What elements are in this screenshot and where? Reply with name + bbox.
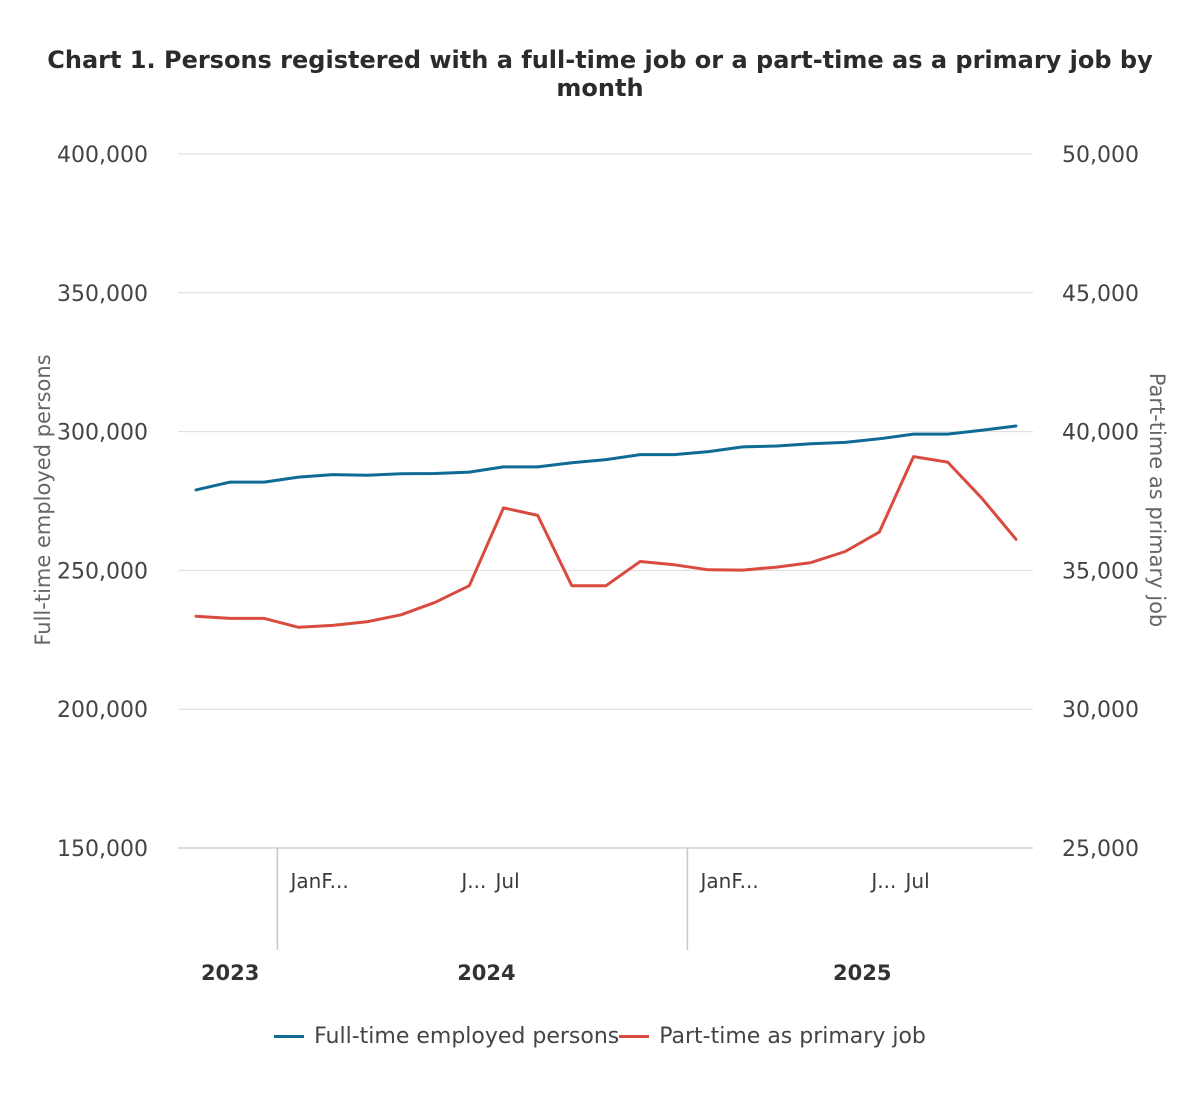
right-tick-label: 30,000 bbox=[1062, 698, 1139, 723]
left-tick-label: 400,000 bbox=[57, 143, 148, 168]
right-tick-label: 40,000 bbox=[1062, 421, 1139, 446]
left-tick-label: 150,000 bbox=[57, 837, 148, 862]
right-tick-label: 35,000 bbox=[1062, 559, 1139, 584]
legend-item-part-time[interactable]: Part-time as primary job bbox=[619, 1024, 926, 1049]
left-tick-label: 300,000 bbox=[57, 421, 148, 446]
gridlines bbox=[178, 153, 1033, 849]
x-tick-label: Jul bbox=[494, 869, 520, 893]
part-time-line bbox=[194, 455, 1018, 629]
legend-label-part-time: Part-time as primary job bbox=[659, 1024, 926, 1049]
year-label: 2024 bbox=[457, 961, 515, 985]
right-tick-label: 25,000 bbox=[1062, 837, 1139, 862]
x-tick-label: J... bbox=[459, 869, 486, 893]
legend-item-full-time[interactable]: Full-time employed persons bbox=[274, 1024, 619, 1049]
legend-swatch-full-time bbox=[274, 1035, 305, 1038]
full-time-line bbox=[194, 424, 1018, 492]
chart-title: Chart 1. Persons registered with a full-… bbox=[47, 46, 1153, 102]
year-label: 2023 bbox=[201, 961, 259, 985]
left-axis-ticks: 400,000 350,000 300,000 250,000 200,000 150,0… bbox=[57, 143, 148, 862]
legend: Full-time employed persons Part-time as … bbox=[0, 1024, 1200, 1049]
x-tick-label: JanF... bbox=[289, 869, 349, 893]
x-tick-label: JanF... bbox=[699, 869, 759, 893]
year-label: 2025 bbox=[833, 961, 891, 985]
x-tick-label: Jul bbox=[904, 869, 930, 893]
left-tick-label: 350,000 bbox=[57, 282, 148, 307]
x-axis: JanF... J... Jul JanF... J... Jul 2023 2024 2025 bbox=[201, 848, 930, 985]
right-tick-label: 50,000 bbox=[1062, 143, 1139, 168]
legend-swatch-part-time bbox=[619, 1035, 650, 1038]
line-chart: 400,000 350,000 300,000 250,000 200,000 150,0… bbox=[31, 143, 1169, 985]
left-tick-label: 250,000 bbox=[57, 559, 148, 584]
x-tick-label: J... bbox=[869, 869, 896, 893]
right-tick-label: 45,000 bbox=[1062, 282, 1139, 307]
legend-label-full-time: Full-time employed persons bbox=[314, 1024, 620, 1049]
series-lines bbox=[194, 424, 1018, 629]
right-axis-title: Part-time as primary job bbox=[1145, 373, 1169, 628]
left-axis-title: Full-time employed persons bbox=[31, 354, 55, 645]
left-tick-label: 200,000 bbox=[57, 698, 148, 723]
right-axis-ticks: 50,000 45,000 40,000 35,000 30,000 25,000 bbox=[1062, 143, 1139, 862]
